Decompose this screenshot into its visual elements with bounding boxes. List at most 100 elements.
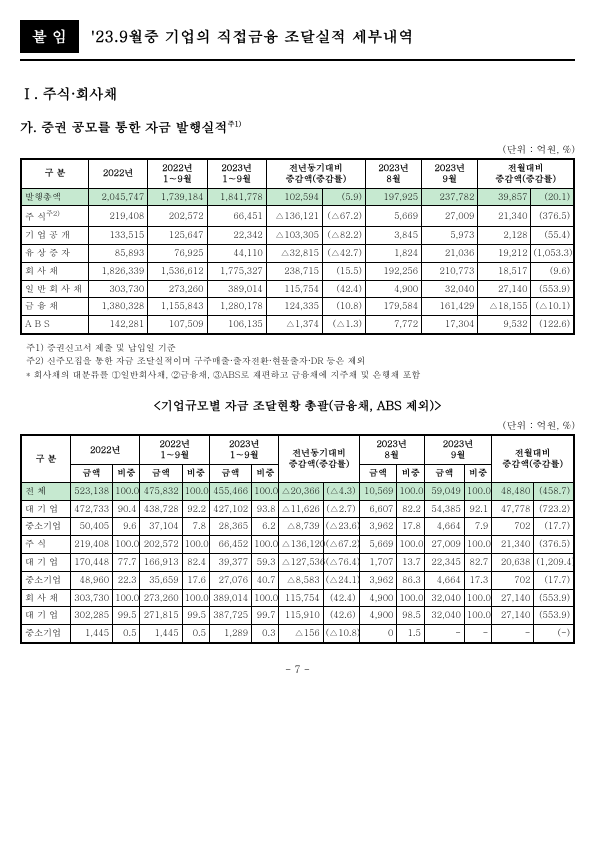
- cell: 82.4: [182, 554, 209, 572]
- sub-title: 증권 공모를 통한 자금 발행실적: [41, 117, 227, 136]
- cell: 115,754: [279, 589, 323, 607]
- table-row: A B S142,281107,509106,135△1,374(△1.3)7,…: [21, 316, 574, 334]
- cell: 4,664: [424, 571, 464, 589]
- cell: 125,647: [148, 227, 207, 245]
- cell: 438,728: [140, 500, 182, 518]
- th2-2023-1-9: 2023년1∼9월: [209, 435, 279, 464]
- cell: (△42.7): [323, 244, 366, 262]
- cell: 100.0: [182, 482, 209, 500]
- cell: △18,155: [478, 298, 531, 316]
- th2-amt: 금액: [209, 465, 251, 483]
- cell: 21,036: [422, 244, 478, 262]
- cell: 35,659: [140, 571, 182, 589]
- cell: 1,289: [209, 625, 251, 643]
- th-mom: 전월대비증감액(증감률): [478, 159, 574, 188]
- cell: 76,925: [148, 244, 207, 262]
- cell: 5,669: [359, 536, 397, 554]
- cell: 100.0: [182, 589, 209, 607]
- th-m8: 2023년8월: [365, 159, 421, 188]
- cell: 0.5: [182, 625, 209, 643]
- cell: (376.5): [531, 206, 574, 227]
- cell: 3,962: [359, 518, 397, 536]
- cell: 1,445: [140, 625, 182, 643]
- table-2: 구 분 2022년 2022년1∼9월 2023년1∼9월 전년동기대비증감액(…: [20, 434, 575, 644]
- cell: 161,429: [422, 298, 478, 316]
- row-label: 유 상 증 자: [21, 244, 88, 262]
- cell: 170,448: [70, 554, 112, 572]
- cell: (△23.6): [323, 518, 359, 536]
- table-row: 중소기업1,4450.51,4450.51,2890.3△156(△10.8)0…: [21, 625, 574, 643]
- cell: 7.9: [464, 518, 491, 536]
- cell: 50,405: [70, 518, 112, 536]
- table-row: 대 기 업472,73390.4438,72892.2427,10293.8△1…: [21, 500, 574, 518]
- cell: △156: [279, 625, 323, 643]
- cell: 210,773: [422, 262, 478, 280]
- cell: 20,638: [492, 554, 534, 572]
- cell: (42.4): [323, 589, 359, 607]
- cell: -: [464, 625, 491, 643]
- unit-label-2: (단위 : 억원, %): [20, 418, 575, 432]
- cell: 273,260: [140, 589, 182, 607]
- th2-wgt: 비중: [464, 465, 491, 483]
- cell: 192,256: [365, 262, 421, 280]
- cell: (△67.2): [323, 536, 359, 554]
- th-2022-1-9: 2022년1∼9월: [148, 159, 207, 188]
- th2-wgt: 비중: [252, 465, 279, 483]
- cell: △32,815: [266, 244, 322, 262]
- row-label: 대 기 업: [21, 554, 70, 572]
- cell: 22.3: [113, 571, 140, 589]
- cell: 85,893: [88, 244, 147, 262]
- cell: 302,285: [70, 607, 112, 625]
- th2-m9: 2023년9월: [424, 435, 491, 464]
- cell: 475,832: [140, 482, 182, 500]
- cell: 40.7: [252, 571, 279, 589]
- row-label: 중소기업: [21, 571, 70, 589]
- cell: 389,014: [209, 589, 251, 607]
- cell: 82.2: [397, 500, 424, 518]
- cell: 4,664: [424, 518, 464, 536]
- row-label: 대 기 업: [21, 500, 70, 518]
- cell: 100.0: [252, 536, 279, 554]
- cell: (15.5): [323, 262, 366, 280]
- cell: 100.0: [397, 482, 424, 500]
- cell: 237,782: [422, 188, 478, 206]
- cell: 100.0: [464, 589, 491, 607]
- cell: (△82.2): [323, 227, 366, 245]
- cell: 1,826,339: [88, 262, 147, 280]
- cell: 22,342: [207, 227, 266, 245]
- cell: △136,121: [266, 206, 322, 227]
- cell: 1,536,612: [148, 262, 207, 280]
- cell: -: [492, 625, 534, 643]
- cell: 48,480: [492, 482, 534, 500]
- cell: △103,305: [266, 227, 322, 245]
- cell: 100.0: [182, 536, 209, 554]
- cell: 9,532: [478, 316, 531, 334]
- cell: 90.4: [113, 500, 140, 518]
- th2-amt: 금액: [424, 465, 464, 483]
- cell: 1,707: [359, 554, 397, 572]
- cell: (5.9): [323, 188, 366, 206]
- table-row: 유 상 증 자85,89376,92544,110△32,815(△42.7)1…: [21, 244, 574, 262]
- table-row: 대 기 업170,44877.7166,91382.439,37759.3△12…: [21, 554, 574, 572]
- attachment-badge: 붙 임: [20, 20, 79, 53]
- cell: 387,725: [209, 607, 251, 625]
- sub-num: 가.: [20, 117, 37, 136]
- table-1: 구 분 2022년 2022년1∼9월 2023년1∼9월 전년동기대비증감액(…: [20, 158, 575, 335]
- th-m9: 2023년9월: [422, 159, 478, 188]
- table-row: 대 기 업302,28599.5271,81599.5387,72599.711…: [21, 607, 574, 625]
- cell: 99.5: [113, 607, 140, 625]
- cell: (17.7): [534, 518, 574, 536]
- cell: △8,739: [279, 518, 323, 536]
- cell: 107,509: [148, 316, 207, 334]
- cell: 27,140: [492, 607, 534, 625]
- row-label: 중소기업: [21, 518, 70, 536]
- cell: 17.6: [182, 571, 209, 589]
- th2-yoy: 전년동기대비증감액(증감률): [279, 435, 359, 482]
- cell: 100.0: [464, 482, 491, 500]
- cell: 10,569: [359, 482, 397, 500]
- th-gubun: 구 분: [21, 159, 88, 188]
- th2-mom: 전월대비증감액(증감률): [492, 435, 574, 482]
- row-label: 주 식주2): [21, 206, 88, 227]
- cell: 28,365: [209, 518, 251, 536]
- cell: 2,045,747: [88, 188, 147, 206]
